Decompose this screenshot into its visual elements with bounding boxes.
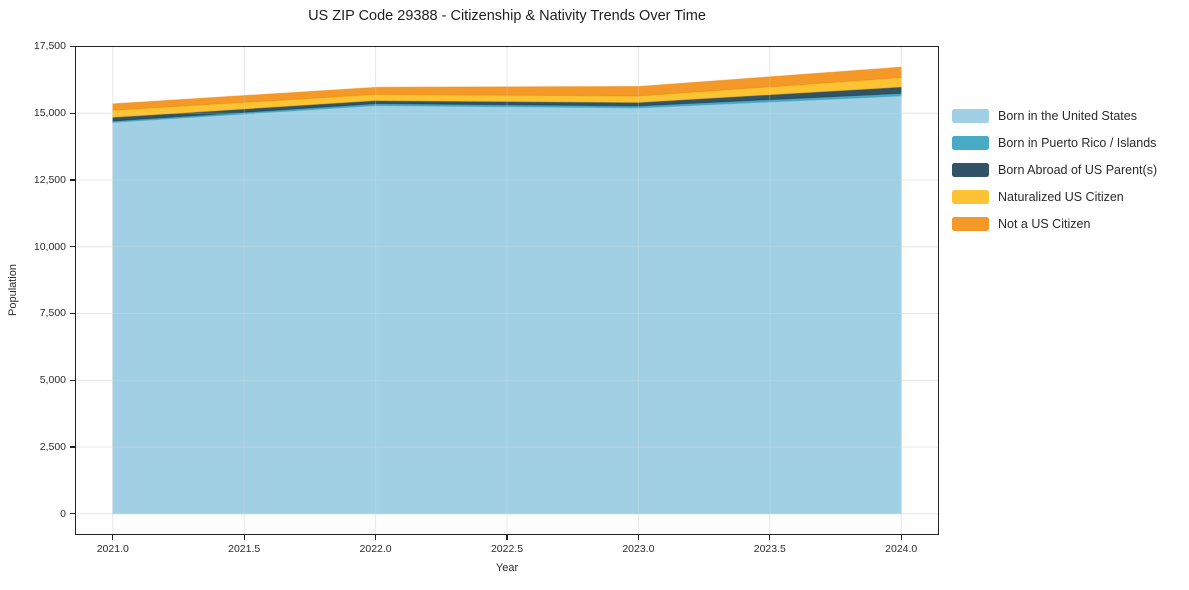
y-tick-label: 5,000 bbox=[39, 374, 66, 387]
legend-label: Born Abroad of US Parent(s) bbox=[998, 162, 1158, 177]
y-tickmark bbox=[70, 513, 76, 515]
legend-item-born-in-puerto-rico-islands: Born in Puerto Rico / Islands bbox=[952, 129, 1157, 156]
x-tickmark bbox=[769, 534, 771, 540]
y-tickmark bbox=[70, 312, 76, 315]
x-tick-label: 2022.5 bbox=[490, 543, 524, 555]
y-tick-label: 15,000 bbox=[33, 107, 66, 120]
x-tickmark bbox=[112, 534, 114, 540]
legend-label: Not a US Citizen bbox=[998, 216, 1091, 231]
x-tickmark bbox=[506, 534, 508, 540]
legend-item-born-in-the-united-states: Born in the United States bbox=[952, 102, 1157, 129]
legend-item-born-abroad-of-us-parent-s: Born Abroad of US Parent(s) bbox=[952, 156, 1157, 183]
y-tick-label: 7,500 bbox=[39, 307, 66, 320]
area-not-a-us-citizen bbox=[112, 66, 902, 111]
x-tickmark bbox=[243, 534, 245, 540]
chart-title: US ZIP Code 29388 - Citizenship & Nativi… bbox=[308, 8, 706, 24]
legend-swatch-icon bbox=[952, 108, 989, 123]
y-tick-label: 2,500 bbox=[39, 440, 66, 453]
gridlines-overlay bbox=[76, 47, 938, 534]
y-tick-label: 12,500 bbox=[33, 173, 66, 186]
y-tick-label: 10,000 bbox=[33, 240, 66, 253]
y-tickmark bbox=[70, 379, 76, 381]
legend-label: Born in Puerto Rico / Islands bbox=[998, 135, 1157, 150]
x-tick-label: 2022.0 bbox=[359, 543, 392, 555]
y-tick-label: 17,500 bbox=[33, 40, 66, 53]
legend-item-naturalized-us-citizen: Naturalized US Citizen bbox=[952, 183, 1157, 210]
y-tickmark bbox=[70, 45, 76, 48]
x-tick-label: 2024.0 bbox=[885, 543, 918, 555]
y-tickmark bbox=[70, 179, 76, 181]
y-tickmark bbox=[70, 112, 76, 114]
legend-item-not-a-us-citizen: Not a US Citizen bbox=[952, 210, 1157, 237]
x-tick-label: 2021.0 bbox=[96, 543, 129, 555]
x-axis-label: Year bbox=[495, 562, 519, 574]
x-tick-label: 2021.5 bbox=[228, 543, 261, 555]
x-tickmark bbox=[637, 534, 639, 540]
legend-swatch-icon bbox=[952, 216, 989, 231]
x-tick-label: 2023.5 bbox=[753, 543, 786, 555]
legend-swatch-icon bbox=[952, 189, 989, 204]
x-tick-label: 2023.0 bbox=[622, 543, 655, 555]
legend-swatch-icon bbox=[952, 135, 989, 150]
y-tick-label: 0 bbox=[60, 507, 66, 520]
legend: Born in the United States Born in Puerto … bbox=[952, 102, 1157, 237]
x-tickmark bbox=[900, 534, 902, 540]
legend-swatch-icon bbox=[952, 162, 989, 177]
legend-label: Born in the United States bbox=[998, 108, 1137, 123]
y-tickmark bbox=[70, 246, 76, 248]
x-tickmark bbox=[374, 534, 377, 540]
legend-label: Naturalized US Citizen bbox=[998, 189, 1124, 204]
stacked-area-chart bbox=[76, 47, 938, 534]
y-tickmark bbox=[70, 446, 76, 448]
